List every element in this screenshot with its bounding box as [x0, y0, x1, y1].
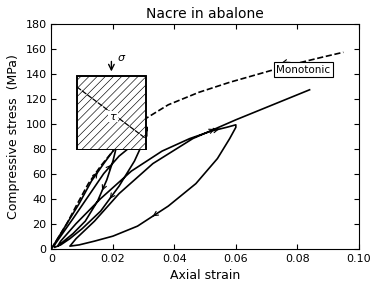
Y-axis label: Compressive stress  (MPa): Compressive stress (MPa)	[7, 54, 20, 218]
X-axis label: Axial strain: Axial strain	[170, 269, 240, 282]
Title: Nacre in abalone: Nacre in abalone	[146, 7, 264, 21]
Text: Monotonic: Monotonic	[276, 60, 330, 75]
